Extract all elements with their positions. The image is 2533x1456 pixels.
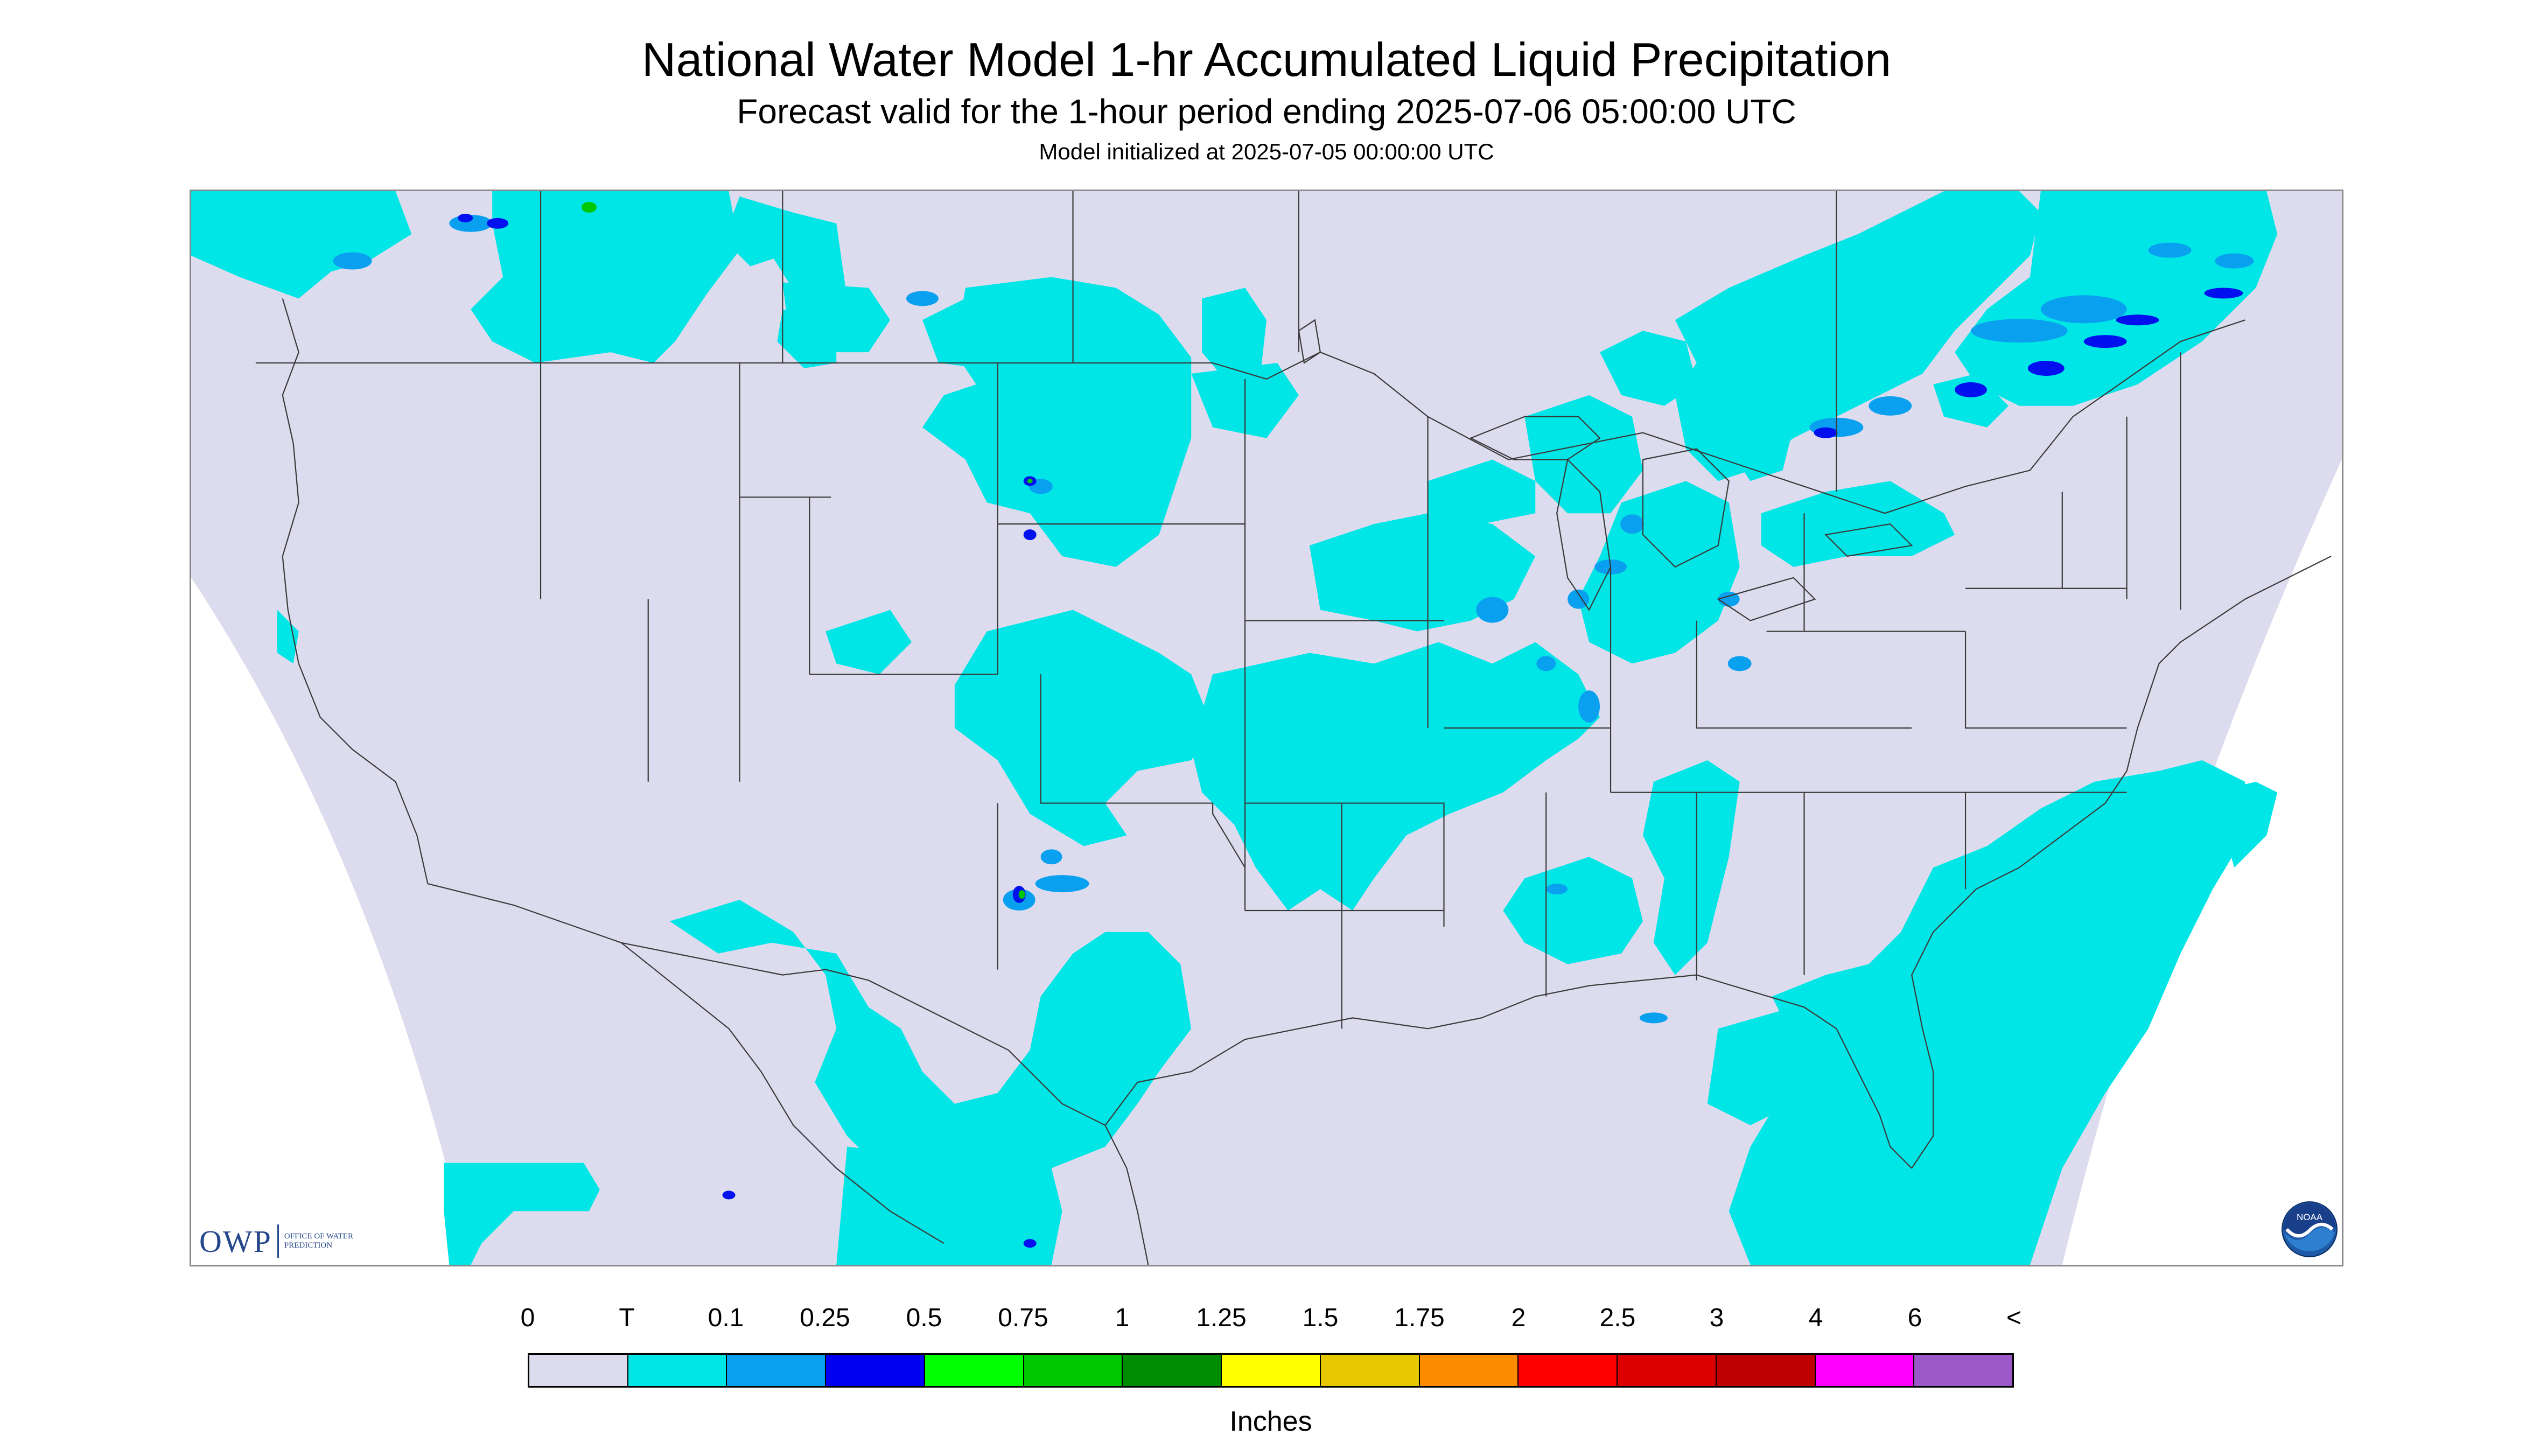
legend-swatch: [628, 1355, 727, 1386]
legend-tick-label: 0.1: [708, 1304, 744, 1332]
legend-swatch: [925, 1355, 1024, 1386]
legend-tick-label: 0.25: [800, 1304, 850, 1332]
legend-tick-label: 3: [1709, 1304, 1724, 1332]
legend-swatch: [1618, 1355, 1717, 1386]
legend-tick-label: 1.75: [1394, 1304, 1445, 1332]
legend-swatch: [1024, 1355, 1123, 1386]
legend-swatch: [1320, 1355, 1420, 1386]
legend-tick-label: 0: [520, 1304, 535, 1332]
legend-tick-label: 0.75: [998, 1304, 1048, 1332]
legend-swatch: [1519, 1355, 1618, 1386]
precipitation-map[interactable]: [190, 190, 2343, 1266]
precip-heavy-areas: [581, 201, 1033, 899]
legend-swatch: [1815, 1355, 1915, 1386]
legend-swatch: [529, 1355, 628, 1386]
legend-tick-label: 0.5: [906, 1304, 942, 1332]
map-canvas[interactable]: [191, 191, 2342, 1265]
precip-light-areas: [333, 214, 2254, 1024]
legend-tick-label: 1.5: [1302, 1304, 1339, 1332]
model-init-line: Model initialized at 2025-07-05 00:00:00…: [1039, 139, 1494, 164]
legend-tick-label: T: [619, 1304, 635, 1332]
precip-moderate-areas: [458, 213, 2243, 1248]
legend-tick-label: <: [2006, 1304, 2022, 1332]
legend-tick-label: 6: [1907, 1304, 1922, 1332]
legend-swatch: [1716, 1355, 1816, 1386]
legend-tick-label: 2: [1511, 1304, 1526, 1332]
boundary-lines: [255, 191, 2332, 1265]
owp-logo-mark: OWP: [199, 1223, 272, 1259]
legend-swatch: [826, 1355, 925, 1386]
legend-tick-label: 1.25: [1196, 1304, 1247, 1332]
noaa-logo-text: NOAA: [2297, 1212, 2323, 1222]
legend-units-label: Inches: [1229, 1406, 1312, 1437]
owp-logo: OWP Office of Water Prediction: [199, 1220, 354, 1263]
legend-swatch: [727, 1355, 827, 1386]
page-subtitle: Forecast valid for the 1-hour period end…: [737, 92, 1796, 131]
legend-swatch: [1222, 1355, 1321, 1386]
owp-logo-text: Office of Water Prediction: [284, 1232, 353, 1250]
page-title: National Water Model 1-hr Accumulated Li…: [641, 33, 1892, 86]
legend-tick-label: 1: [1115, 1304, 1130, 1332]
precip-trace-areas: [191, 191, 2278, 1265]
legend-tick-label: 4: [1808, 1304, 1823, 1332]
color-legend: 0 T 0.1 0.25 0.5 0.75 1 1.25 1.5 1.75 2 2.5 3 4 6 < Inc…: [521, 1303, 2021, 1443]
legend-swatch: [1419, 1355, 1519, 1386]
noaa-logo: NOAA: [2282, 1201, 2338, 1257]
legend-colorbar: [528, 1353, 2014, 1388]
legend-swatch: [1914, 1355, 2013, 1386]
legend-tick-label: 2.5: [1599, 1304, 1636, 1332]
owp-logo-divider: [277, 1224, 279, 1258]
legend-swatch: [1123, 1355, 1222, 1386]
